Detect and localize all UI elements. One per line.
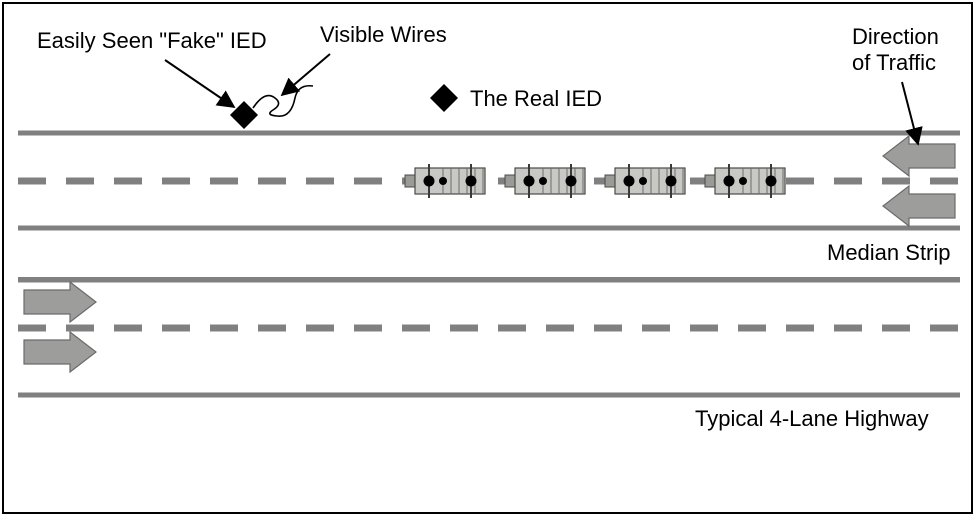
- label-fake-ied: Easily Seen "Fake" IED: [37, 28, 267, 54]
- traffic-arrow-left-1: [883, 186, 955, 226]
- vehicle-2: [605, 164, 685, 198]
- traffic-arrow-right-1: [24, 332, 96, 372]
- traffic-arrow-right-0: [24, 282, 96, 322]
- visible-wires-icon: [253, 86, 313, 116]
- vehicle-0: [405, 164, 485, 198]
- diagram-stage: Easily Seen "Fake" IED Visible Wires The…: [0, 0, 977, 518]
- label-wires: Visible Wires: [320, 22, 447, 48]
- to-wires: [282, 54, 330, 95]
- vehicle-3: [705, 164, 785, 198]
- fake-ied-icon: [230, 101, 258, 129]
- vehicle-1: [505, 164, 585, 198]
- traffic-arrow-left-0: [883, 136, 955, 176]
- to-fake-ied: [165, 60, 234, 107]
- label-highway: Typical 4-Lane Highway: [695, 406, 929, 432]
- label-direction: Direction of Traffic: [852, 24, 939, 76]
- label-real-ied: The Real IED: [470, 86, 602, 112]
- label-median: Median Strip: [827, 240, 951, 266]
- real-ied-icon: [430, 84, 458, 112]
